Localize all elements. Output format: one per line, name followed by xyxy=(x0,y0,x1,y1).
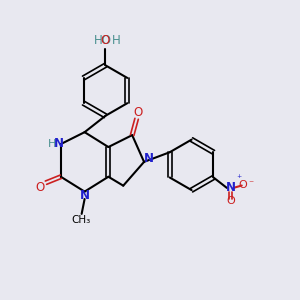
Text: O: O xyxy=(134,106,143,119)
Text: ⁺: ⁺ xyxy=(236,174,242,184)
Text: ⁻: ⁻ xyxy=(248,179,253,189)
Text: HO: HO xyxy=(94,34,112,47)
Text: O: O xyxy=(35,181,45,194)
Text: O: O xyxy=(226,196,235,206)
Text: N: N xyxy=(80,189,90,202)
Text: N: N xyxy=(225,182,236,194)
Text: O: O xyxy=(101,34,110,46)
Text: H: H xyxy=(48,139,57,149)
Text: H: H xyxy=(111,34,120,46)
Text: CH₃: CH₃ xyxy=(71,215,91,225)
Text: N: N xyxy=(143,152,154,165)
Text: N: N xyxy=(54,137,64,150)
Text: O: O xyxy=(239,180,248,190)
